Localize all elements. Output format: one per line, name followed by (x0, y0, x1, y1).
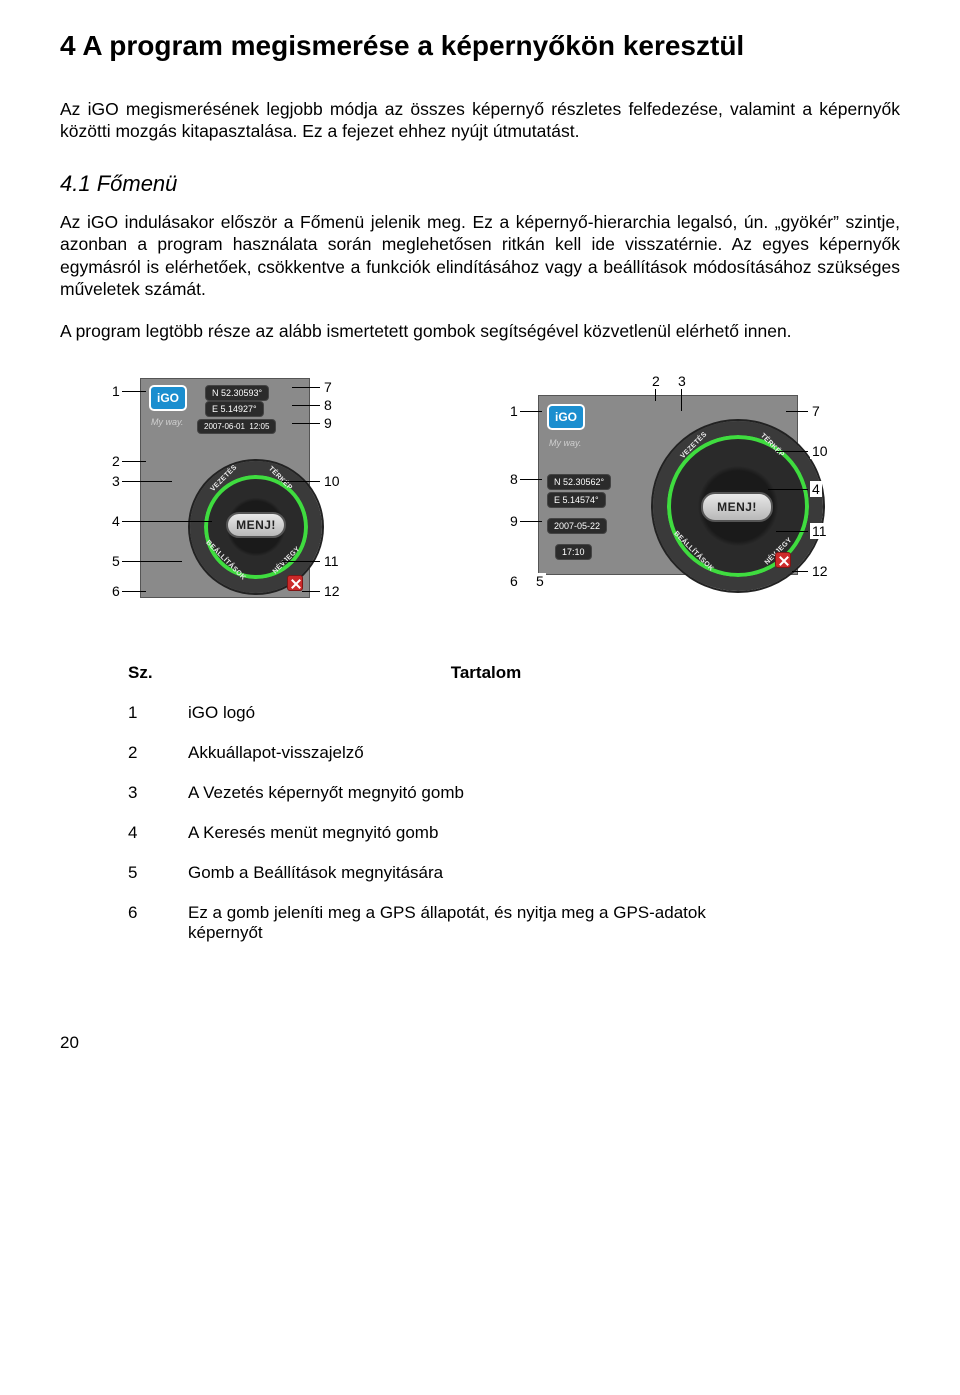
table-row: 3A Vezetés képernyőt megnyitó gomb (120, 773, 792, 813)
exit-icon[interactable] (775, 552, 791, 568)
callout: 1 (110, 383, 122, 399)
myway-label: My way. (549, 438, 581, 448)
callout: 7 (322, 379, 334, 395)
callout: 2 (650, 373, 662, 389)
myway-label: My way. (151, 417, 183, 427)
table-row: 6Ez a gomb jeleníti meg a GPS állapotát,… (120, 893, 792, 953)
cell-num: 3 (120, 773, 180, 813)
coord-2: E 5.14574° (547, 492, 606, 508)
time-label: 12:05 (249, 422, 269, 431)
callout: 9 (322, 415, 334, 431)
cell-content: A Keresés menüt megnyitó gomb (180, 813, 792, 853)
heading-sub: 4.1 Főmenü (60, 171, 900, 197)
coord-2: E 5.14927° (205, 401, 264, 417)
callout: 2 (110, 453, 122, 469)
table-header-num: Sz. (120, 653, 180, 693)
figures-row: iGO My way. N 52.30593° E 5.14927° 2007-… (60, 373, 900, 603)
cell-content: iGO logó (180, 693, 792, 733)
paragraph-sub-2: A program legtöbb része az alább ismerte… (60, 320, 900, 342)
screenshot-portrait: iGO My way. N 52.30593° E 5.14927° 2007-… (140, 378, 310, 598)
table-header-content: Tartalom (180, 653, 792, 693)
igo-logo: iGO (547, 404, 585, 430)
table-row: 1iGO logó (120, 693, 792, 733)
callout: 10 (810, 443, 830, 459)
callout: 3 (676, 373, 688, 389)
page-number: 20 (60, 1033, 900, 1053)
table-row: 4A Keresés menüt megnyitó gomb (120, 813, 792, 853)
exit-icon[interactable] (287, 575, 303, 591)
cell-content: A Vezetés képernyőt megnyitó gomb (180, 773, 792, 813)
callout: 11 (810, 523, 829, 539)
heading-main: 4 A program megismerése a képernyőkön ke… (60, 30, 900, 62)
callout: 12 (322, 583, 342, 599)
callout: 10 (322, 473, 342, 489)
time-strip: 17:10 (555, 544, 592, 560)
callout: 4 (810, 481, 822, 497)
cell-num: 5 (120, 853, 180, 893)
cell-content: Akkuállapot-visszajelző (180, 733, 792, 773)
callout: 5 (534, 573, 546, 589)
figure-landscape: iGO My way. N 52.30562° E 5.14574° 2007-… (500, 373, 850, 603)
datetime-strip: 2007-06-01 12:05 (197, 419, 276, 434)
cell-content: Gomb a Beállítások megnyitására (180, 853, 792, 893)
callout: 7 (810, 403, 822, 419)
callout: 6 (110, 583, 122, 599)
content-table: Sz. Tartalom 1iGO logó 2Akkuállapot-viss… (120, 653, 792, 953)
menj-button[interactable]: MENJ! (701, 492, 773, 522)
callout: 8 (508, 471, 520, 487)
menj-button[interactable]: MENJ! (226, 512, 286, 538)
figure-portrait: iGO My way. N 52.30593° E 5.14927° 2007-… (110, 373, 460, 603)
cell-content: Ez a gomb jeleníti meg a GPS állapotát, … (180, 893, 792, 953)
table-row: 2Akkuállapot-visszajelző (120, 733, 792, 773)
paragraph-intro: Az iGO megismerésének legjobb módja az ö… (60, 98, 900, 143)
igo-logo: iGO (149, 385, 187, 411)
callout: 1 (508, 403, 520, 419)
cell-num: 2 (120, 733, 180, 773)
callout: 3 (110, 473, 122, 489)
callout: 12 (810, 563, 830, 579)
coord-1: N 52.30562° (547, 474, 611, 490)
callout: 5 (110, 553, 122, 569)
date-label: 2007-06-01 (204, 422, 245, 431)
cell-num: 1 (120, 693, 180, 733)
callout: 6 (508, 573, 520, 589)
callout: 4 (110, 513, 122, 529)
table-row: 5Gomb a Beállítások megnyitására (120, 853, 792, 893)
cell-num: 6 (120, 893, 180, 953)
callout: 11 (322, 553, 341, 569)
callout: 9 (508, 513, 520, 529)
paragraph-sub-1: Az iGO indulásakor először a Főmenü jele… (60, 211, 900, 301)
coord-1: N 52.30593° (205, 385, 269, 401)
date-strip: 2007-05-22 (547, 518, 607, 534)
callout: 8 (322, 397, 334, 413)
screenshot-landscape: iGO My way. N 52.30562° E 5.14574° 2007-… (538, 395, 798, 575)
cell-num: 4 (120, 813, 180, 853)
